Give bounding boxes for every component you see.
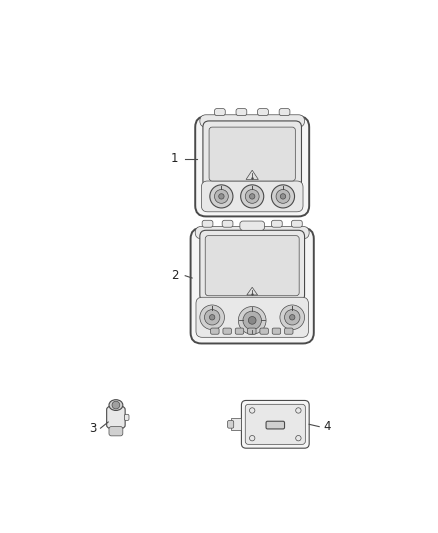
FancyBboxPatch shape bbox=[124, 414, 129, 421]
Text: 1: 1 bbox=[171, 152, 178, 165]
FancyBboxPatch shape bbox=[109, 426, 123, 436]
Circle shape bbox=[215, 189, 228, 203]
FancyBboxPatch shape bbox=[266, 421, 285, 429]
Text: 4: 4 bbox=[323, 420, 331, 433]
FancyBboxPatch shape bbox=[195, 227, 309, 239]
Polygon shape bbox=[231, 418, 241, 431]
FancyBboxPatch shape bbox=[285, 328, 293, 334]
FancyBboxPatch shape bbox=[272, 220, 282, 227]
FancyBboxPatch shape bbox=[191, 228, 314, 343]
FancyBboxPatch shape bbox=[247, 328, 256, 334]
FancyBboxPatch shape bbox=[236, 109, 247, 116]
FancyBboxPatch shape bbox=[209, 127, 295, 181]
Circle shape bbox=[272, 185, 294, 208]
Circle shape bbox=[240, 185, 264, 208]
Circle shape bbox=[205, 310, 220, 325]
FancyBboxPatch shape bbox=[203, 121, 301, 187]
Circle shape bbox=[296, 435, 301, 441]
Circle shape bbox=[219, 193, 224, 199]
Circle shape bbox=[210, 185, 233, 208]
Circle shape bbox=[250, 193, 255, 199]
Circle shape bbox=[296, 408, 301, 413]
FancyBboxPatch shape bbox=[107, 407, 125, 428]
Circle shape bbox=[112, 401, 120, 409]
FancyBboxPatch shape bbox=[222, 220, 233, 227]
FancyBboxPatch shape bbox=[211, 328, 219, 334]
Text: 3: 3 bbox=[89, 422, 96, 435]
Circle shape bbox=[248, 317, 256, 324]
FancyBboxPatch shape bbox=[291, 220, 302, 227]
FancyBboxPatch shape bbox=[215, 109, 225, 116]
FancyBboxPatch shape bbox=[235, 328, 244, 334]
Circle shape bbox=[209, 314, 215, 320]
FancyBboxPatch shape bbox=[228, 421, 234, 428]
Ellipse shape bbox=[109, 400, 123, 410]
Circle shape bbox=[276, 189, 290, 203]
FancyBboxPatch shape bbox=[241, 400, 309, 448]
FancyBboxPatch shape bbox=[205, 236, 299, 296]
FancyBboxPatch shape bbox=[223, 328, 231, 334]
FancyBboxPatch shape bbox=[202, 220, 213, 227]
FancyBboxPatch shape bbox=[240, 221, 265, 230]
Circle shape bbox=[285, 310, 300, 325]
FancyBboxPatch shape bbox=[200, 230, 304, 301]
FancyBboxPatch shape bbox=[258, 109, 268, 116]
Circle shape bbox=[250, 435, 255, 441]
Circle shape bbox=[238, 306, 266, 334]
Circle shape bbox=[280, 305, 304, 329]
FancyBboxPatch shape bbox=[200, 115, 304, 127]
FancyBboxPatch shape bbox=[201, 181, 303, 212]
Circle shape bbox=[200, 305, 224, 329]
Circle shape bbox=[243, 311, 261, 329]
FancyBboxPatch shape bbox=[195, 116, 309, 216]
FancyBboxPatch shape bbox=[260, 328, 268, 334]
Circle shape bbox=[290, 314, 295, 320]
Circle shape bbox=[245, 189, 259, 203]
FancyBboxPatch shape bbox=[279, 109, 290, 116]
FancyBboxPatch shape bbox=[272, 328, 281, 334]
Circle shape bbox=[250, 408, 255, 413]
Circle shape bbox=[280, 193, 286, 199]
FancyBboxPatch shape bbox=[196, 297, 308, 337]
FancyBboxPatch shape bbox=[245, 405, 305, 445]
Text: 2: 2 bbox=[171, 269, 178, 282]
